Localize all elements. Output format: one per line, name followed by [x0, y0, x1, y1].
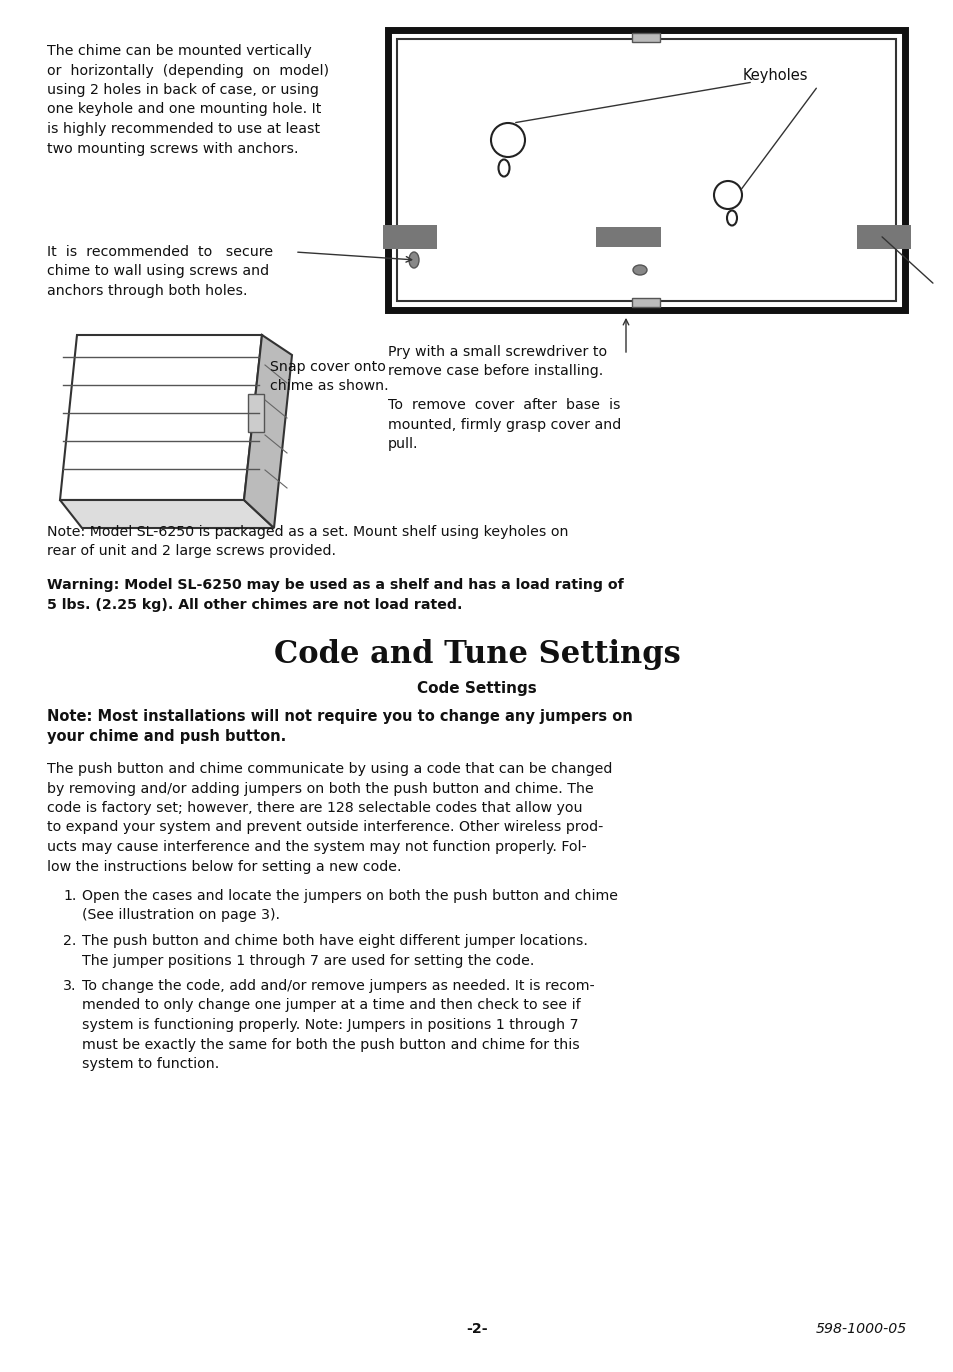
Polygon shape: [60, 335, 262, 499]
Text: mended to only change one jumper at a time and then check to see if: mended to only change one jumper at a ti…: [82, 999, 580, 1013]
Text: mounted, firmly grasp cover and: mounted, firmly grasp cover and: [388, 417, 620, 432]
Polygon shape: [60, 499, 274, 528]
Text: 3.: 3.: [63, 980, 76, 993]
Bar: [388, 30, 904, 310]
Text: or  horizontally  (depending  on  model): or horizontally (depending on model): [47, 63, 329, 77]
Bar: [382, 225, 436, 248]
Text: To change the code, add and/or remove jumpers as needed. It is recom-: To change the code, add and/or remove ju…: [82, 980, 594, 993]
Text: low the instructions below for setting a new code.: low the instructions below for setting a…: [47, 859, 401, 874]
Text: chime as shown.: chime as shown.: [270, 380, 388, 394]
Text: Code and Tune Settings: Code and Tune Settings: [274, 639, 679, 670]
Bar: [631, 298, 659, 307]
Text: 5 lbs. (2.25 kg). All other chimes are not load rated.: 5 lbs. (2.25 kg). All other chimes are n…: [47, 597, 462, 612]
Text: to expand your system and prevent outside interference. Other wireless prod-: to expand your system and prevent outsid…: [47, 820, 602, 834]
Text: -2-: -2-: [466, 1323, 487, 1336]
Ellipse shape: [498, 159, 509, 177]
Text: using 2 holes in back of case, or using: using 2 holes in back of case, or using: [47, 82, 318, 97]
Text: must be exactly the same for both the push button and chime for this: must be exactly the same for both the pu…: [82, 1037, 579, 1051]
Text: 1.: 1.: [63, 889, 76, 903]
Ellipse shape: [633, 265, 646, 274]
Circle shape: [491, 123, 524, 156]
Text: remove case before installing.: remove case before installing.: [388, 365, 602, 379]
Text: is highly recommended to use at least: is highly recommended to use at least: [47, 122, 320, 136]
Circle shape: [713, 181, 741, 209]
Text: The jumper positions 1 through 7 are used for setting the code.: The jumper positions 1 through 7 are use…: [82, 954, 534, 967]
Text: one keyhole and one mounting hole. It: one keyhole and one mounting hole. It: [47, 103, 321, 117]
Text: ucts may cause interference and the system may not function properly. Fol-: ucts may cause interference and the syst…: [47, 840, 586, 853]
Text: The push button and chime both have eight different jumper locations.: The push button and chime both have eigh…: [82, 934, 587, 948]
Bar: [631, 33, 659, 43]
Text: Pry with a small screwdriver to: Pry with a small screwdriver to: [388, 344, 606, 359]
Ellipse shape: [726, 210, 737, 225]
Text: (See illustration on page 3).: (See illustration on page 3).: [82, 908, 280, 922]
Text: pull.: pull.: [388, 438, 418, 451]
Bar: [856, 225, 910, 248]
Polygon shape: [244, 335, 292, 528]
Text: chime to wall using screws and: chime to wall using screws and: [47, 265, 269, 279]
Text: system to function.: system to function.: [82, 1056, 219, 1072]
Bar: [596, 226, 660, 247]
Text: anchors through both holes.: anchors through both holes.: [47, 284, 247, 298]
Text: The push button and chime communicate by using a code that can be changed: The push button and chime communicate by…: [47, 761, 612, 777]
Text: The chime can be mounted vertically: The chime can be mounted vertically: [47, 44, 312, 58]
Bar: [248, 394, 264, 432]
Text: 2.: 2.: [63, 934, 76, 948]
Text: Keyholes: Keyholes: [742, 69, 807, 82]
Text: Note: Most installations will not require you to change any jumpers on: Note: Most installations will not requir…: [47, 709, 632, 724]
Text: Warning: Model SL-6250 may be used as a shelf and has a load rating of: Warning: Model SL-6250 may be used as a …: [47, 578, 623, 591]
Text: code is factory set; however, there are 128 selectable codes that allow you: code is factory set; however, there are …: [47, 801, 582, 815]
Text: Snap cover onto: Snap cover onto: [270, 359, 385, 375]
Text: Code Settings: Code Settings: [416, 681, 537, 696]
Text: rear of unit and 2 large screws provided.: rear of unit and 2 large screws provided…: [47, 545, 335, 558]
Text: To  remove  cover  after  base  is: To remove cover after base is: [388, 398, 619, 412]
Text: Note: Model SL-6250 is packaged as a set. Mount shelf using keyholes on: Note: Model SL-6250 is packaged as a set…: [47, 525, 568, 539]
Text: Open the cases and locate the jumpers on both the push button and chime: Open the cases and locate the jumpers on…: [82, 889, 618, 903]
Text: It  is  recommended  to   secure: It is recommended to secure: [47, 246, 273, 259]
Text: 598-1000-05: 598-1000-05: [815, 1323, 906, 1336]
Bar: [396, 38, 895, 300]
Text: two mounting screws with anchors.: two mounting screws with anchors.: [47, 141, 298, 155]
Text: system is functioning properly. Note: Jumpers in positions 1 through 7: system is functioning properly. Note: Ju…: [82, 1018, 578, 1032]
Ellipse shape: [409, 252, 418, 268]
Text: your chime and push button.: your chime and push button.: [47, 729, 286, 744]
Text: by removing and/or adding jumpers on both the push button and chime. The: by removing and/or adding jumpers on bot…: [47, 782, 593, 796]
